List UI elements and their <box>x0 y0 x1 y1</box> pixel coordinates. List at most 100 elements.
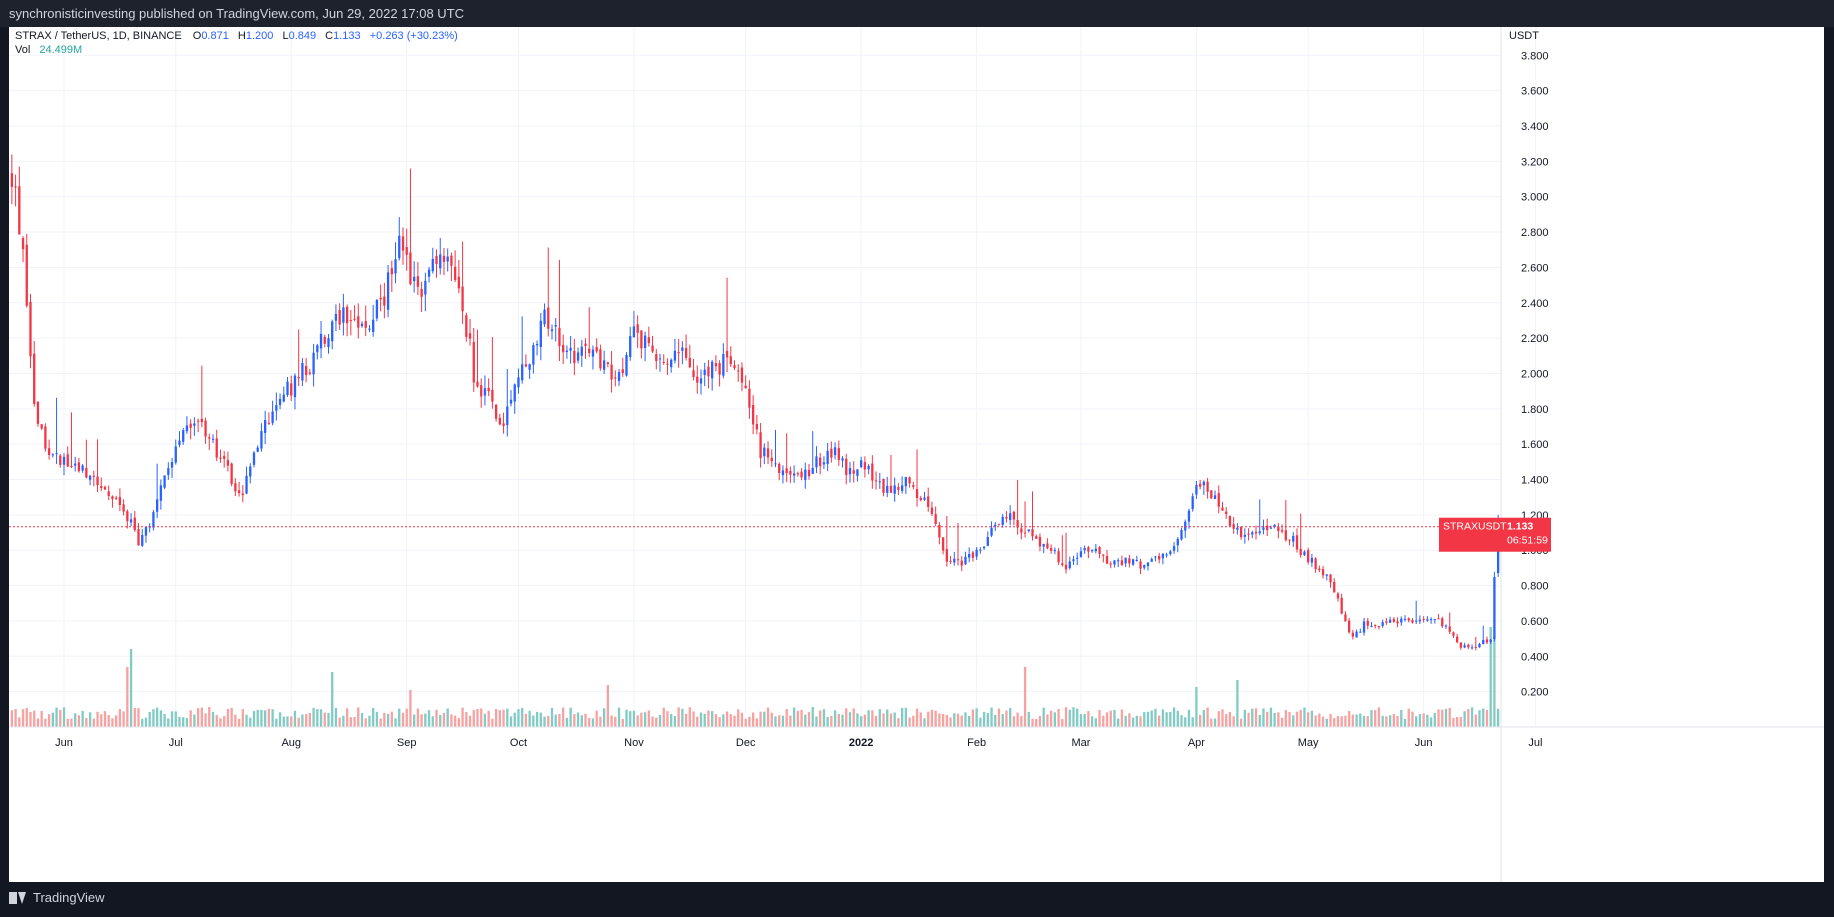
volume-bar <box>446 708 449 727</box>
candle-body <box>632 326 636 338</box>
volume-bar <box>1403 718 1407 727</box>
candle-body <box>1403 618 1407 620</box>
candle-body <box>1206 481 1209 492</box>
volume-bar <box>107 715 110 727</box>
candle-body <box>1426 619 1429 621</box>
volume-bar <box>714 714 718 727</box>
candle-body <box>673 350 677 361</box>
price-tag-symbol: STRAXUSDT <box>1443 521 1507 533</box>
candle-body <box>334 313 338 321</box>
candle-body <box>1124 557 1127 564</box>
candle-body <box>409 252 412 285</box>
volume-bar <box>1493 637 1496 727</box>
volume-bar <box>1210 718 1213 727</box>
volume-bar <box>863 714 867 727</box>
candle-body <box>260 431 263 449</box>
volume-bar <box>979 717 982 727</box>
volume-bar <box>74 713 77 727</box>
volume-bar <box>1176 710 1179 727</box>
volume-bar <box>237 718 241 727</box>
volume-bar <box>450 714 453 727</box>
volume-bar <box>837 714 840 727</box>
volume-bar <box>394 718 397 727</box>
volume-bar <box>878 709 881 727</box>
candle-body <box>1027 529 1030 532</box>
volume-bar <box>811 707 814 727</box>
volume-bar <box>1105 712 1109 727</box>
volume-bar <box>115 715 118 727</box>
candle-body <box>424 280 427 295</box>
price-axis[interactable]: USDT <box>1500 27 1539 882</box>
volume-bar <box>733 715 736 727</box>
volume-bar <box>439 715 442 727</box>
volume-bar <box>334 708 338 727</box>
candle-body <box>379 297 382 300</box>
candle-body <box>1266 525 1269 531</box>
candle-body <box>1202 481 1206 486</box>
candle-body <box>1340 597 1343 614</box>
volume-bar <box>353 716 356 727</box>
volume-bar <box>807 712 811 727</box>
candle-body <box>1400 618 1403 623</box>
volume-bar <box>1474 714 1477 727</box>
candle-body <box>513 384 516 402</box>
volume-bar <box>10 710 14 727</box>
volume-bar <box>379 718 382 727</box>
price-chart[interactable]: USDT 3.800 3.600 3.400 3.200 3.000 2.800 2.600… <box>9 27 1824 882</box>
candle-body <box>155 499 159 512</box>
candle-body <box>323 336 326 344</box>
candle-body <box>62 456 66 465</box>
candle-body <box>405 247 408 255</box>
time-tick-labels: Jun Jul Aug Sep Oct Nov Dec 2022 Feb Mar Apr May Jun… <box>55 737 1542 749</box>
candle-body <box>845 458 848 476</box>
candle-body <box>59 455 62 465</box>
candle-body <box>1437 618 1440 620</box>
volume-bar <box>1366 716 1369 727</box>
volume-bar <box>360 712 364 727</box>
time-tick-label: Jun <box>1415 737 1433 749</box>
candle-body <box>602 360 606 370</box>
volume-bar <box>468 715 472 727</box>
candle-body <box>532 345 535 365</box>
candle-body <box>681 347 684 351</box>
volume-bar <box>729 714 732 727</box>
candle-body <box>610 364 613 380</box>
candle-body <box>1001 516 1004 525</box>
candle-body <box>1441 618 1444 627</box>
volume-bar <box>774 716 777 727</box>
volume-bar <box>1102 715 1105 727</box>
volume-bar <box>1128 713 1131 727</box>
candle-body <box>1146 562 1150 567</box>
candle-body <box>1176 538 1179 546</box>
candle-body <box>420 288 423 297</box>
price-tick-label: 3.800 <box>1521 50 1549 62</box>
candle-body <box>1489 639 1492 642</box>
time-tick-label: Nov <box>624 737 644 749</box>
volume-bar <box>1314 715 1317 727</box>
volume-bar <box>1236 680 1239 727</box>
candle-body <box>375 299 379 319</box>
candle-body <box>368 328 371 330</box>
candle-body <box>1433 619 1436 621</box>
volume-bar <box>826 716 829 727</box>
volume-bar <box>1415 716 1418 727</box>
svg-text:Vol 24.499M: Vol 24.499M <box>15 44 82 56</box>
volume-bar <box>1292 715 1295 727</box>
price-tag[interactable]: STRAXUSDT 1.133 06:51:59 <box>1439 517 1551 552</box>
price-tick-label: 2.400 <box>1521 298 1549 310</box>
tradingview-logo[interactable]: TradingView <box>9 890 105 905</box>
volume-bar <box>1213 718 1217 727</box>
candle-body <box>36 401 40 424</box>
volume-bar <box>483 713 487 727</box>
volume-bar <box>792 707 796 727</box>
candle-body <box>431 258 434 272</box>
volume-bar <box>1385 716 1388 727</box>
candle-body <box>893 485 896 494</box>
volume-bar <box>636 715 639 727</box>
volume-bar <box>670 713 673 727</box>
volume-bar <box>632 710 636 727</box>
candle-body <box>249 466 252 477</box>
candle-body <box>1407 618 1410 621</box>
price-tick-label: 3.600 <box>1521 86 1549 98</box>
volume-bar <box>573 714 576 727</box>
